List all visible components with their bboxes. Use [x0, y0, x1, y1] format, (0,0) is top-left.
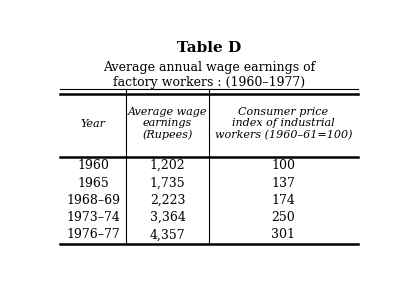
- Text: 1973–74: 1973–74: [66, 211, 120, 224]
- Text: Consumer price
index of industrial
workers (1960–61=100): Consumer price index of industrial worke…: [215, 107, 352, 140]
- Text: 1968–69: 1968–69: [66, 194, 120, 207]
- Text: Average annual wage earnings of
factory workers : (1960–1977): Average annual wage earnings of factory …: [103, 61, 315, 89]
- Text: 2,223: 2,223: [150, 194, 185, 207]
- Text: Table D: Table D: [177, 41, 241, 55]
- Text: 174: 174: [271, 194, 295, 207]
- Text: 250: 250: [272, 211, 295, 224]
- Text: 3,364: 3,364: [150, 211, 185, 224]
- Text: Year: Year: [81, 119, 106, 128]
- Text: 1960: 1960: [77, 159, 109, 172]
- Text: 1976–77: 1976–77: [67, 228, 120, 241]
- Text: 1,202: 1,202: [150, 159, 185, 172]
- Text: 301: 301: [271, 228, 295, 241]
- Text: 100: 100: [271, 159, 295, 172]
- Text: 1,735: 1,735: [150, 176, 185, 189]
- Text: Average wage
earnings
(Rupees): Average wage earnings (Rupees): [128, 106, 207, 140]
- Text: 4,357: 4,357: [150, 228, 185, 241]
- Text: 1965: 1965: [77, 176, 109, 189]
- Text: 137: 137: [271, 176, 295, 189]
